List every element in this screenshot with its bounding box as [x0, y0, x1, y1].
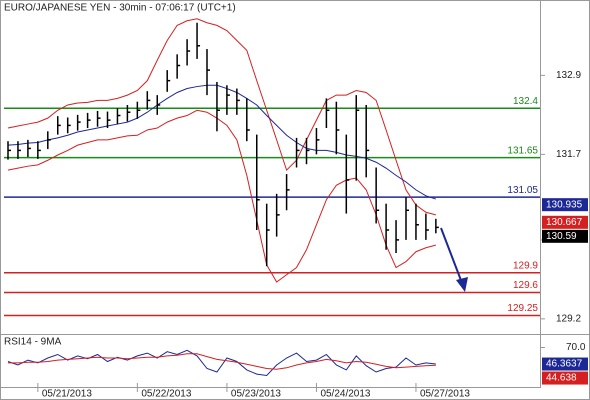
value-box	[542, 198, 588, 212]
indicator-line	[7, 18, 436, 216]
value-box-label: 46.3637	[546, 359, 583, 370]
level-label: 131.65	[507, 145, 538, 156]
value-box	[542, 371, 588, 385]
x-tick-label: 05/21/2013	[42, 389, 92, 400]
indicator-line	[7, 349, 436, 377]
level-label: 132.4	[513, 96, 538, 107]
level-label: 129.6	[513, 280, 538, 291]
value-box	[542, 357, 588, 371]
indicator-line	[7, 109, 436, 283]
rsi-title: RSI14 - 9MA	[4, 337, 62, 348]
x-tick-label: 05/23/2013	[231, 389, 281, 400]
arrow-shaft	[440, 227, 463, 284]
x-tick-label: 05/24/2013	[320, 389, 370, 400]
rsi-y-tick-label: 70.0	[566, 342, 586, 353]
forecast-arrow	[440, 227, 468, 292]
y-tick-label: 129.2	[556, 313, 581, 324]
chart-title: EURO/JAPANESE YEN - 30min - 07:06:17 (UT…	[4, 3, 236, 14]
arrow-head	[456, 277, 468, 292]
value-box	[542, 215, 588, 229]
x-tick-label: 05/22/2013	[141, 389, 191, 400]
value-box	[542, 229, 588, 243]
x-tick-label: 05/27/2013	[420, 389, 470, 400]
indicator-line	[7, 84, 437, 200]
level-label: 129.25	[507, 303, 538, 314]
level-label: 129.9	[513, 260, 538, 271]
value-box-label: 130.667	[546, 217, 583, 228]
indicator-line	[8, 353, 436, 370]
y-tick-label: 132.9	[556, 70, 581, 81]
value-box-label: 130.935	[546, 199, 583, 210]
level-label: 131.05	[507, 185, 538, 196]
y-tick-label: 131.7	[556, 149, 581, 160]
value-box-label: 44.638	[546, 373, 577, 384]
value-box-label: 130.59	[546, 231, 577, 242]
